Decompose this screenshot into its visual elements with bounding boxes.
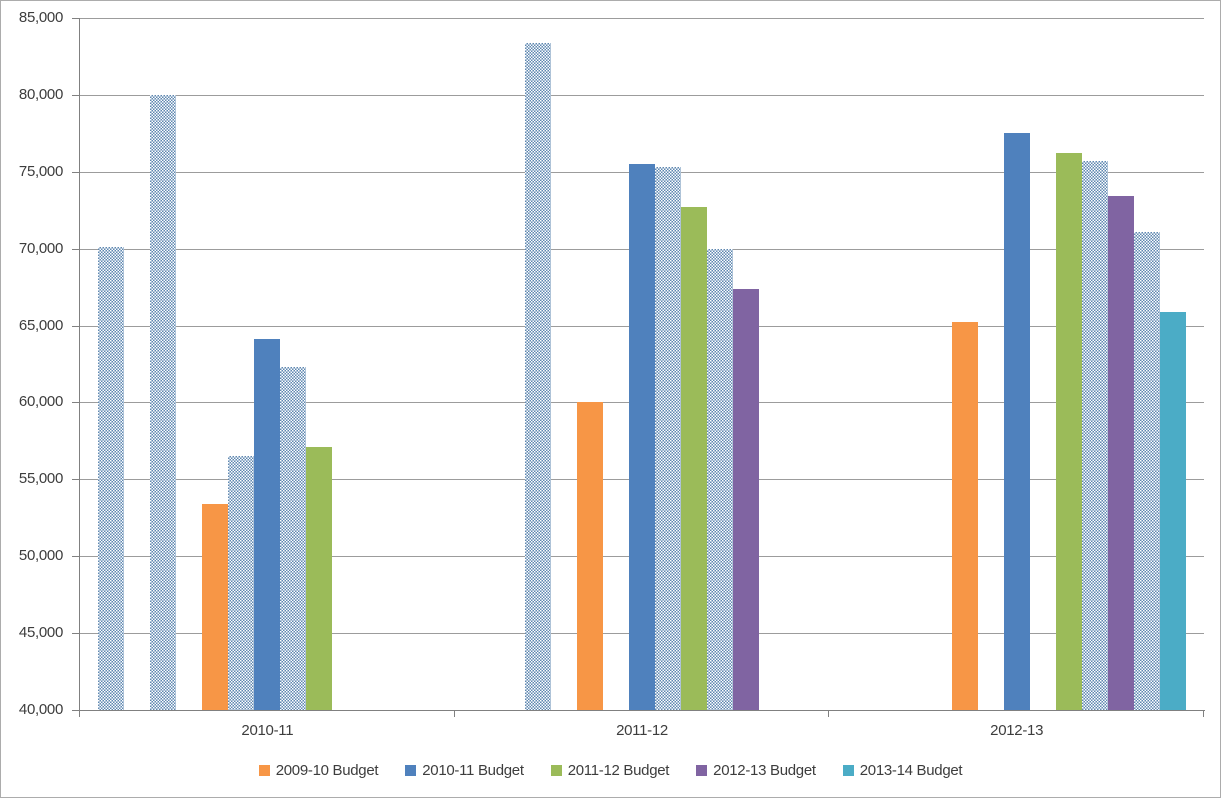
legend-item-2012-13-budget: 2012-13 Budget	[696, 762, 816, 779]
legend-color-swatch	[842, 765, 854, 776]
legend-item-2011-12-budget: 2011-12 Budget	[550, 762, 670, 779]
y-axis-line	[79, 18, 80, 710]
legend-color-swatch	[405, 765, 417, 776]
bar-revised-estimate-slot2-2011-12	[525, 42, 551, 710]
x-axis-tick	[1203, 710, 1204, 717]
legend-label: 2010-11 Budget	[422, 762, 524, 779]
y-axis-tick-label: 40,000	[18, 701, 63, 718]
y-axis-tick-label: 80,000	[18, 85, 63, 103]
x-axis-category-label: 2010-11	[241, 722, 294, 739]
x-axis-tick	[453, 710, 455, 717]
legend-label: 2011-12 Budget	[567, 762, 670, 779]
bar-2009-10-budget-2012-13	[951, 322, 978, 710]
bar-2009-10-budget-2010-11	[202, 503, 229, 710]
bar-2012-13-budget-2012-13	[1107, 196, 1134, 710]
bar-revised-estimate-slot7-2010-11	[280, 367, 307, 710]
bar-2011-12-budget-2010-11	[306, 447, 333, 710]
bar-2012-13-budget-2011-12	[733, 288, 759, 710]
legend-color-swatch	[258, 765, 270, 776]
y-axis-tick-label: 45,000	[18, 624, 63, 642]
legend-color-swatch	[550, 765, 562, 776]
x-axis-tick	[828, 710, 830, 717]
y-axis-tick-label: 85,000	[18, 9, 63, 26]
legend-label: 2012-13 Budget	[713, 762, 816, 779]
legend-item-2009-10-budget: 2009-10 Budget	[258, 762, 379, 779]
y-axis-tick	[72, 556, 80, 558]
bar-2010-11-budget-2010-11	[254, 339, 281, 710]
legend-item-2010-11-budget: 2010-11 Budget	[405, 762, 524, 779]
bar-2013-14-budget-2012-13	[1159, 311, 1186, 710]
y-axis-tick	[72, 18, 80, 19]
y-axis-tick	[72, 171, 80, 173]
bar-revised-estimate-slot7-2011-12	[655, 167, 681, 710]
bar-revised-estimate-slot9-2012-13	[1081, 161, 1108, 710]
x-axis-line	[79, 710, 1205, 711]
bar-2011-12-budget-2012-13	[1055, 153, 1082, 710]
y-axis-tick	[72, 325, 80, 327]
bar-revised-estimate-slot11-2012-13	[1133, 231, 1160, 710]
legend-label: 2009-10 Budget	[275, 762, 379, 779]
x-axis-category-label: 2011-12	[616, 722, 668, 739]
bar-2010-11-budget-2012-13	[1003, 133, 1030, 710]
y-axis-tick	[72, 248, 80, 250]
y-axis-tick-label: 65,000	[18, 316, 63, 334]
bar-2009-10-budget-2011-12	[577, 402, 603, 710]
legend-item-2013-14-budget: 2013-14 Budget	[842, 762, 963, 779]
bar-revised-estimate-slot9-2011-12	[707, 248, 733, 710]
y-axis-tick-label: 55,000	[18, 470, 63, 488]
bar-2011-12-budget-2011-12	[681, 207, 707, 710]
y-axis-tick	[72, 633, 80, 635]
legend-label: 2013-14 Budget	[859, 762, 963, 779]
plot-area	[80, 18, 1204, 710]
gridline	[80, 18, 1204, 19]
y-axis-tick	[72, 94, 80, 96]
y-axis-tick	[72, 402, 80, 404]
y-axis-tick	[72, 479, 80, 481]
x-axis-tick	[79, 710, 80, 717]
gridline	[80, 94, 1204, 96]
bar-2010-11-budget-2011-12	[629, 164, 655, 710]
bar-revised-estimate-slot5-2010-11	[228, 456, 255, 710]
y-axis-tick-label: 75,000	[18, 162, 63, 180]
y-axis-tick-label: 60,000	[18, 393, 63, 411]
y-axis-tick	[72, 710, 80, 711]
bar-revised-estimate-slot0-2010-11	[98, 247, 125, 710]
y-axis-tick-label: 70,000	[18, 239, 63, 257]
y-axis-tick-label: 50,000	[18, 547, 63, 565]
x-axis-category-label: 2012-13	[990, 722, 1044, 739]
legend: 2009-10 Budget 2010-11 Budget 2011-12 Budg…	[1, 762, 1220, 779]
legend-color-swatch	[696, 765, 708, 776]
bar-revised-estimate-slot2-2010-11	[150, 94, 177, 710]
